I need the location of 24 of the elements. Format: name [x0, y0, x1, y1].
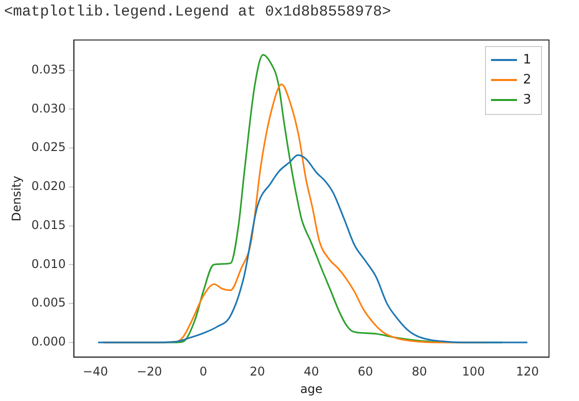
- legend-label: 3: [523, 92, 532, 108]
- text: <matplotlib.legend.Legend at 0x1d8b8558978>: [4, 3, 392, 20]
- y-tick-label: 0.005: [31, 296, 66, 310]
- y-tick-label: 0.000: [31, 334, 66, 349]
- legend-label: 1: [523, 52, 532, 68]
- y-tick-label: 0.030: [31, 101, 66, 116]
- y-tick-label: 0.025: [31, 140, 66, 154]
- x-tick-label: −40: [82, 364, 108, 379]
- legend-label: 2: [523, 72, 532, 88]
- y-tick-label: 0.010: [31, 256, 66, 271]
- y-tick-label: 0.015: [31, 218, 66, 232]
- y-axis-title: Density: [9, 176, 24, 222]
- y-tick-label: 0.035: [31, 62, 66, 76]
- x-tick-label: 0: [200, 364, 208, 379]
- x-tick-label: 80: [412, 364, 428, 379]
- x-axis-title: age: [300, 382, 323, 396]
- x-tick-label: 120: [516, 364, 539, 379]
- x-tick-label: −20: [136, 364, 162, 379]
- x-tick-label: 60: [358, 364, 374, 379]
- x-tick-label: 20: [250, 364, 266, 379]
- line-series: [97, 154, 528, 344]
- y-tick-label: 0.020: [31, 179, 66, 194]
- x-tick-label: 40: [304, 364, 320, 379]
- x-tick-label: 100: [462, 364, 485, 379]
